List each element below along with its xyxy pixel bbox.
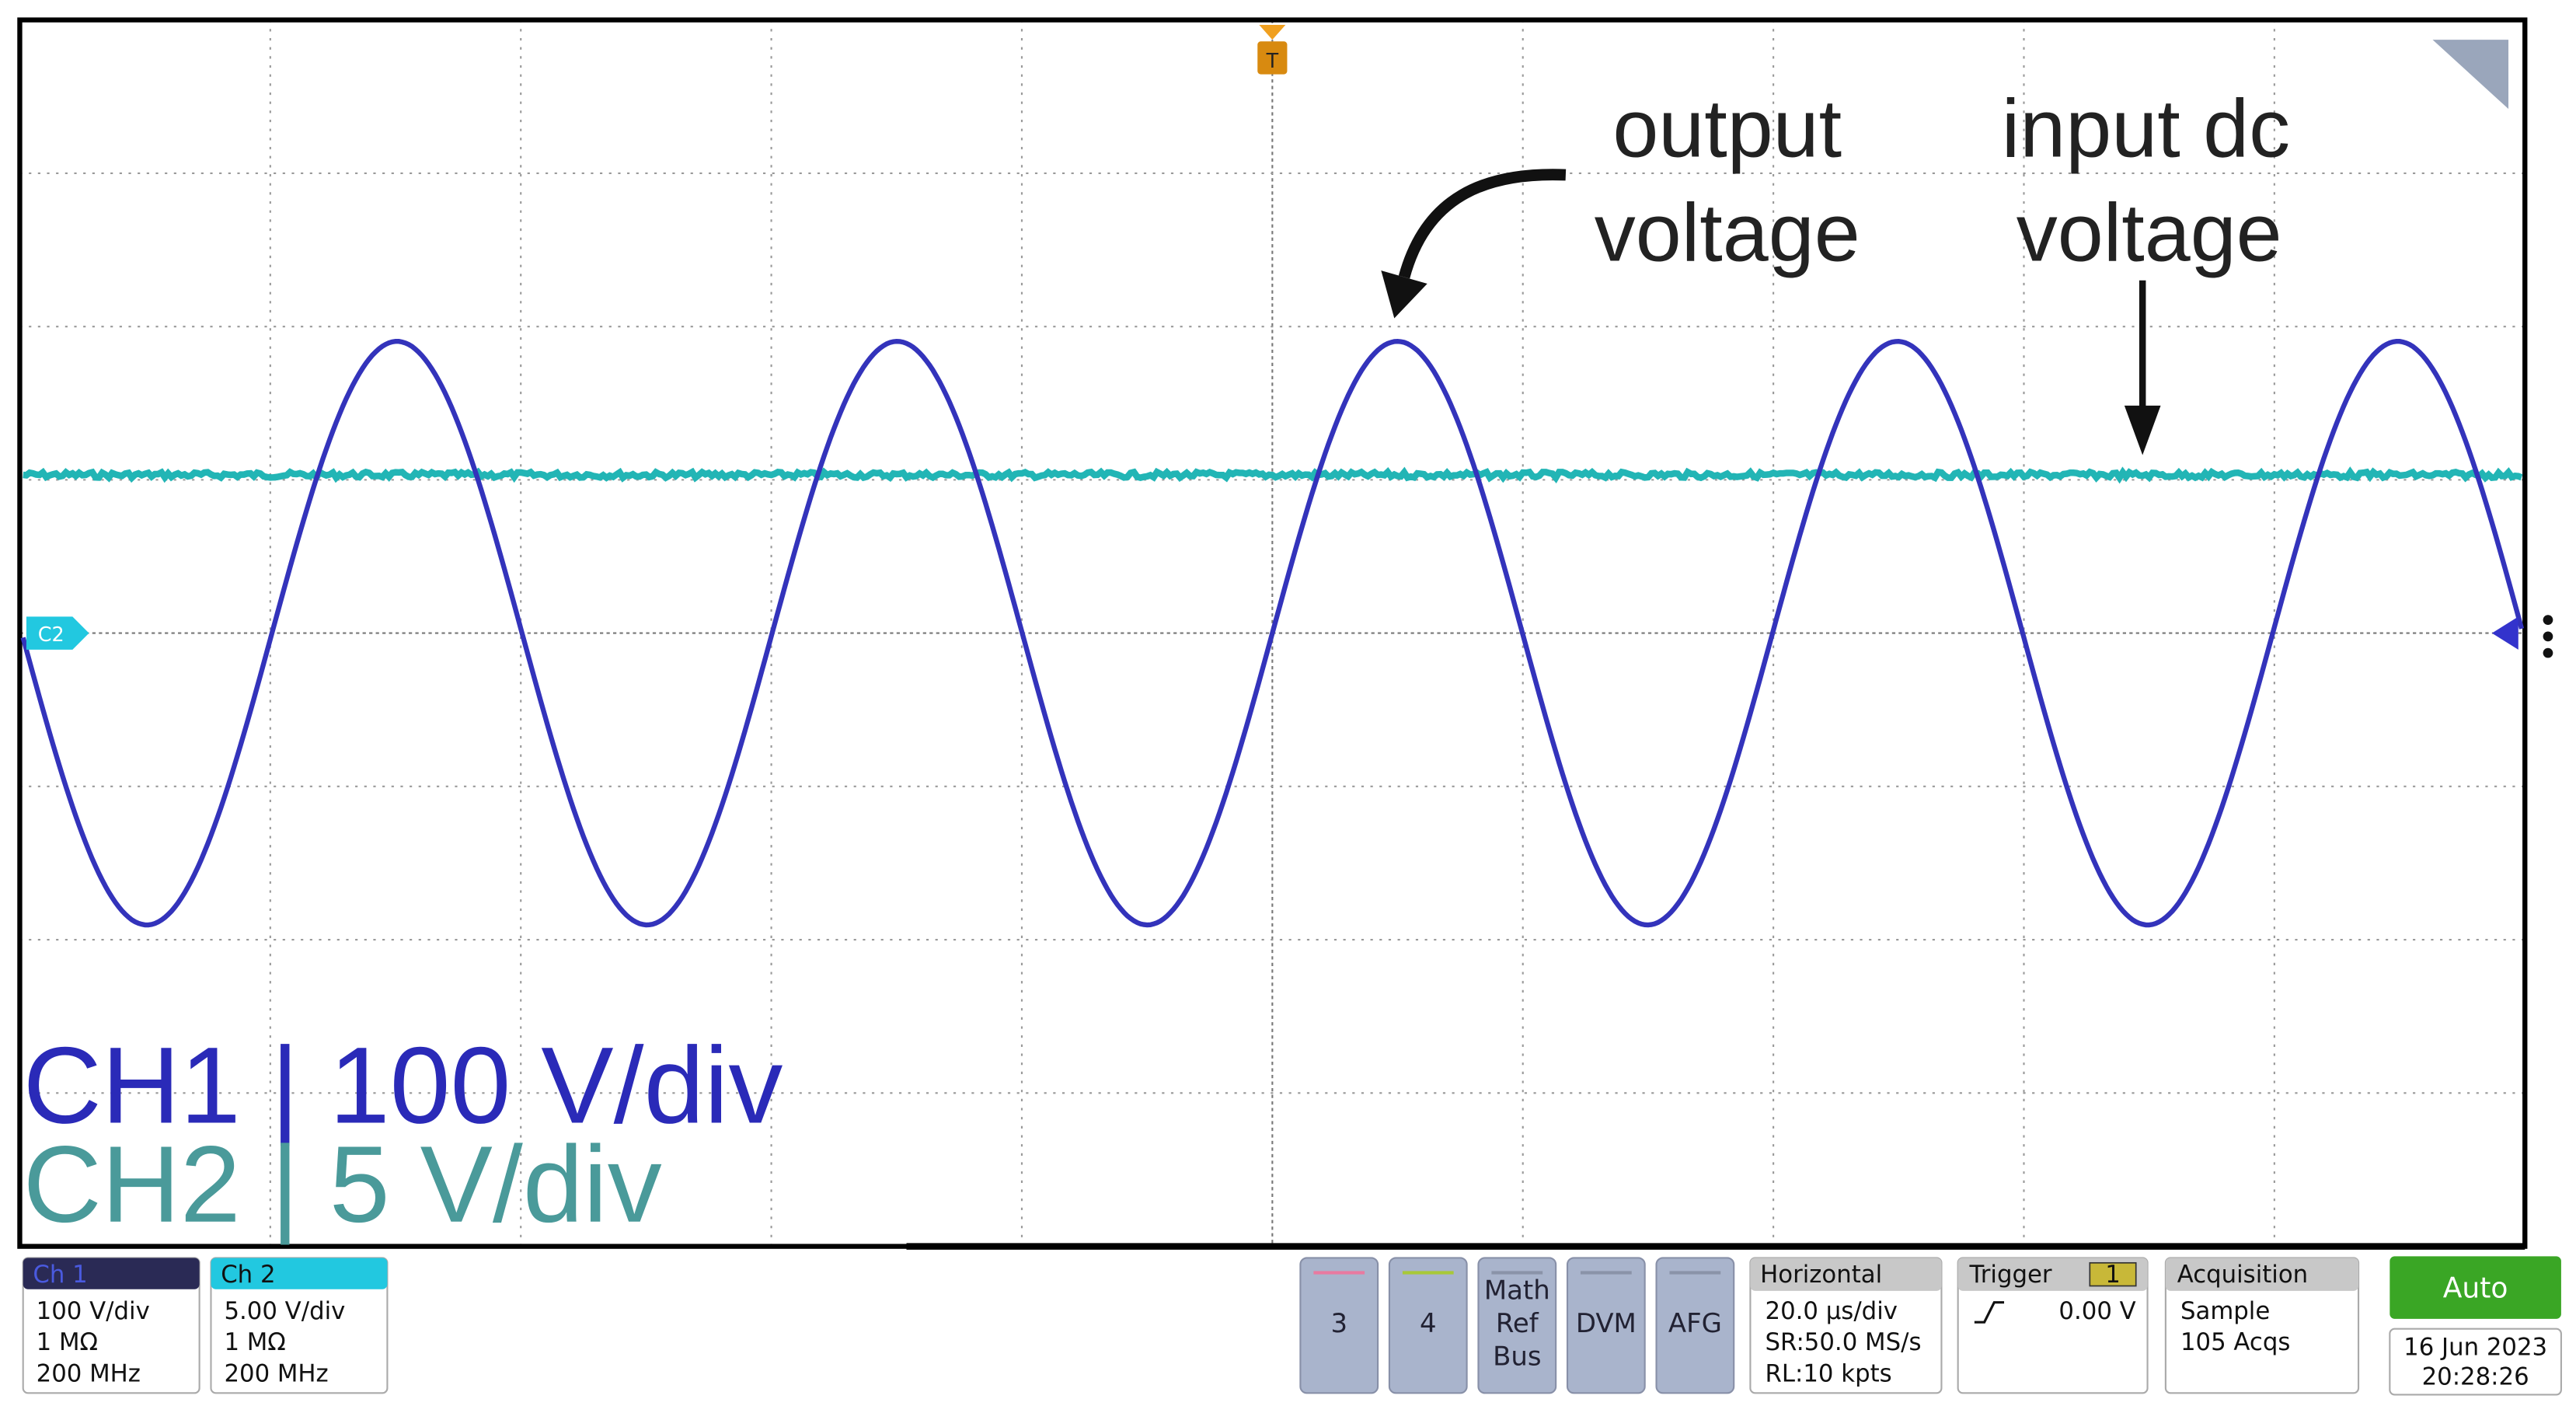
ch1-marker	[2491, 616, 2518, 650]
button[interactable]	[1299, 1257, 1379, 1394]
time: 20:28:26	[2422, 1363, 2529, 1391]
arrowhead	[2124, 405, 2161, 455]
button-label: Bus	[1493, 1341, 1541, 1372]
ch2-marker-label: C2	[38, 623, 64, 647]
channel-scale: 5.00 V/div	[224, 1297, 345, 1325]
button-label: 4	[1420, 1309, 1437, 1339]
graticule	[19, 19, 2525, 1247]
panel-title: Horizontal	[1760, 1261, 1882, 1289]
button-label: DVM	[1576, 1309, 1637, 1339]
panel-title: Trigger	[1969, 1261, 2052, 1289]
panel-title: Acquisition	[2177, 1261, 2308, 1289]
panel-line: SR:50.0 MS/s	[1766, 1328, 1922, 1356]
channel-scale: 100 V/div	[37, 1297, 150, 1325]
ch1-trace	[20, 339, 2525, 928]
button-label: Ref	[1496, 1309, 1539, 1339]
annotation: voltage	[2017, 187, 2282, 278]
annotation: voltage	[1595, 187, 1860, 278]
horizontal-panel[interactable]: Horizontal 20.0 µs/div SR:50.0 MS/s RL:1…	[1749, 1257, 1943, 1394]
datetime-box[interactable]	[2389, 1328, 2562, 1396]
trigger-panel[interactable]: Trigger 1 0.00 V	[1957, 1257, 2149, 1394]
trigger-level: 0.00 V	[2058, 1297, 2135, 1325]
mode-label: Auto	[2443, 1272, 2508, 1304]
annotation: input dc	[2002, 83, 2290, 175]
arrow	[1398, 169, 1567, 279]
button-label: AFG	[1668, 1309, 1722, 1339]
menu-dot[interactable]	[2543, 631, 2553, 642]
channel-name: Ch 1	[33, 1261, 87, 1289]
mode-button[interactable]	[2390, 1256, 2561, 1319]
ch2-scale-text: CH2 | 5 V/div	[23, 1123, 662, 1245]
arrowhead	[1381, 270, 1427, 319]
trigger-marker-label: T	[1266, 50, 1279, 73]
ch2-trace	[23, 466, 2523, 484]
trigger-marker	[1257, 41, 1288, 75]
panel-line: 20.0 µs/div	[1766, 1297, 1898, 1325]
annotation: output	[1612, 83, 1842, 175]
channel-bandwidth: 200 MHz	[224, 1360, 328, 1388]
trigger-arrow	[1259, 24, 1286, 40]
channel-bandwidth: 200 MHz	[37, 1360, 141, 1388]
trigger-source: 1	[2105, 1261, 2121, 1289]
ch2-marker	[26, 616, 89, 650]
ch1-badge[interactable]: Ch 1 100 V/div 1 MΩ 200 MHz	[22, 1257, 200, 1394]
panel-line: RL:10 kpts	[1766, 1360, 1892, 1388]
waveforms	[20, 339, 2525, 928]
button-label: Math	[1484, 1275, 1550, 1306]
menu-dot[interactable]	[2543, 615, 2553, 626]
ch1-scale-text: CH1 | 100 V/div	[23, 1024, 783, 1146]
panel-line: Sample	[2180, 1297, 2270, 1325]
button[interactable]	[1388, 1257, 1468, 1394]
channel-impedance: 1 MΩ	[224, 1328, 285, 1356]
button[interactable]	[1655, 1257, 1735, 1394]
button[interactable]	[1477, 1257, 1557, 1394]
ch2-badge[interactable]: Ch 2 5.00 V/div 1 MΩ 200 MHz	[210, 1257, 389, 1394]
button[interactable]	[1566, 1257, 1646, 1394]
channel-name: Ch 2	[221, 1261, 275, 1289]
acquisition-panel[interactable]: Acquisition Sample 105 Acqs	[2164, 1257, 2360, 1394]
date: 16 Jun 2023	[2403, 1334, 2547, 1362]
channel-impedance: 1 MΩ	[37, 1328, 98, 1356]
button-label: 3	[1330, 1309, 1347, 1339]
zoom-icon[interactable]	[2432, 40, 2509, 110]
menu-dot[interactable]	[2543, 647, 2553, 658]
panel-line: 105 Acqs	[2180, 1328, 2290, 1356]
